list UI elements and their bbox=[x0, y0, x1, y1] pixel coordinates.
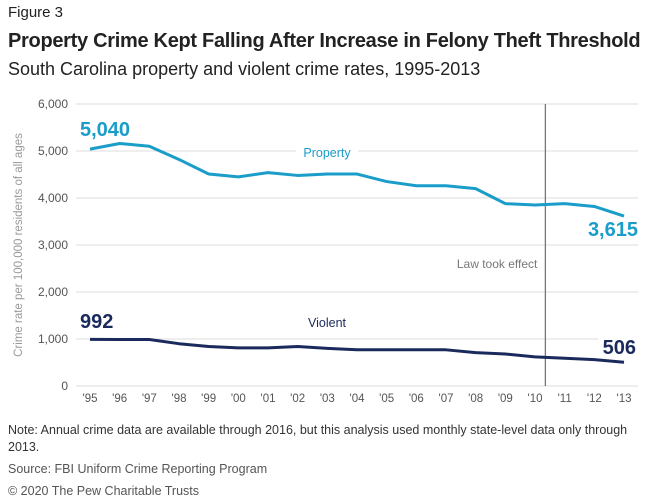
source: Source: FBI Uniform Crime Reporting Prog… bbox=[8, 462, 268, 476]
x-tick-label: '99 bbox=[201, 393, 216, 405]
x-tick-label: '06 bbox=[409, 393, 424, 405]
x-tick-label: '09 bbox=[498, 393, 513, 405]
x-tick-label: '02 bbox=[290, 393, 305, 405]
x-tick-label: '00 bbox=[231, 393, 246, 405]
series-label: Property bbox=[303, 146, 351, 160]
series-label: Violent bbox=[308, 316, 347, 330]
start-value-label: 5,040 bbox=[80, 119, 130, 141]
y-axis-label: Crime rate per 100,000 residents of all … bbox=[13, 133, 25, 357]
x-tick-label: '97 bbox=[142, 393, 157, 405]
y-tick-label: 0 bbox=[61, 379, 68, 393]
end-value-label: 3,615 bbox=[588, 219, 638, 241]
y-tick-label: 2,000 bbox=[38, 285, 68, 299]
x-tick-label: '01 bbox=[261, 393, 276, 405]
chart-subtitle: South Carolina property and violent crim… bbox=[8, 59, 481, 79]
figure-label: Figure 3 bbox=[8, 4, 64, 21]
y-tick-label: 4,000 bbox=[38, 191, 68, 205]
x-tick-label: '95 bbox=[83, 393, 98, 405]
x-tick-label: '11 bbox=[558, 393, 572, 405]
copyright: © 2020 The Pew Charitable Trusts bbox=[8, 484, 200, 498]
x-tick-label: '04 bbox=[350, 393, 366, 405]
chart-title: Property Crime Kept Falling After Increa… bbox=[8, 30, 641, 52]
series-line-violent bbox=[89, 337, 625, 364]
x-tick-label: '03 bbox=[320, 393, 335, 405]
x-tick-label: '05 bbox=[379, 393, 394, 405]
y-tick-label: 1,000 bbox=[38, 332, 68, 346]
note: Note: Annual crime data are available th… bbox=[8, 423, 628, 454]
line-chart: 0 1,000 2,000 3,000 4,000 5,000 6,000 '95 '96 '97… bbox=[13, 97, 640, 405]
annotation-label: Law took effect bbox=[457, 257, 538, 271]
end-value-label: 506 bbox=[603, 337, 636, 359]
start-value-label: 992 bbox=[80, 311, 113, 333]
x-tick-label: '13 bbox=[617, 393, 632, 405]
label-background bbox=[296, 143, 358, 161]
x-tick-label: '07 bbox=[439, 393, 454, 405]
x-tick-label: '08 bbox=[468, 393, 483, 405]
y-tick-label: 3,000 bbox=[38, 238, 68, 252]
x-tick-label: '10 bbox=[528, 393, 543, 405]
x-tick-label: '98 bbox=[172, 393, 187, 405]
x-tick-label: '12 bbox=[587, 393, 602, 405]
x-tick-label: '96 bbox=[112, 393, 127, 405]
label-background bbox=[598, 330, 640, 344]
y-tick-label: 6,000 bbox=[38, 97, 68, 111]
y-tick-label: 5,000 bbox=[38, 144, 68, 158]
